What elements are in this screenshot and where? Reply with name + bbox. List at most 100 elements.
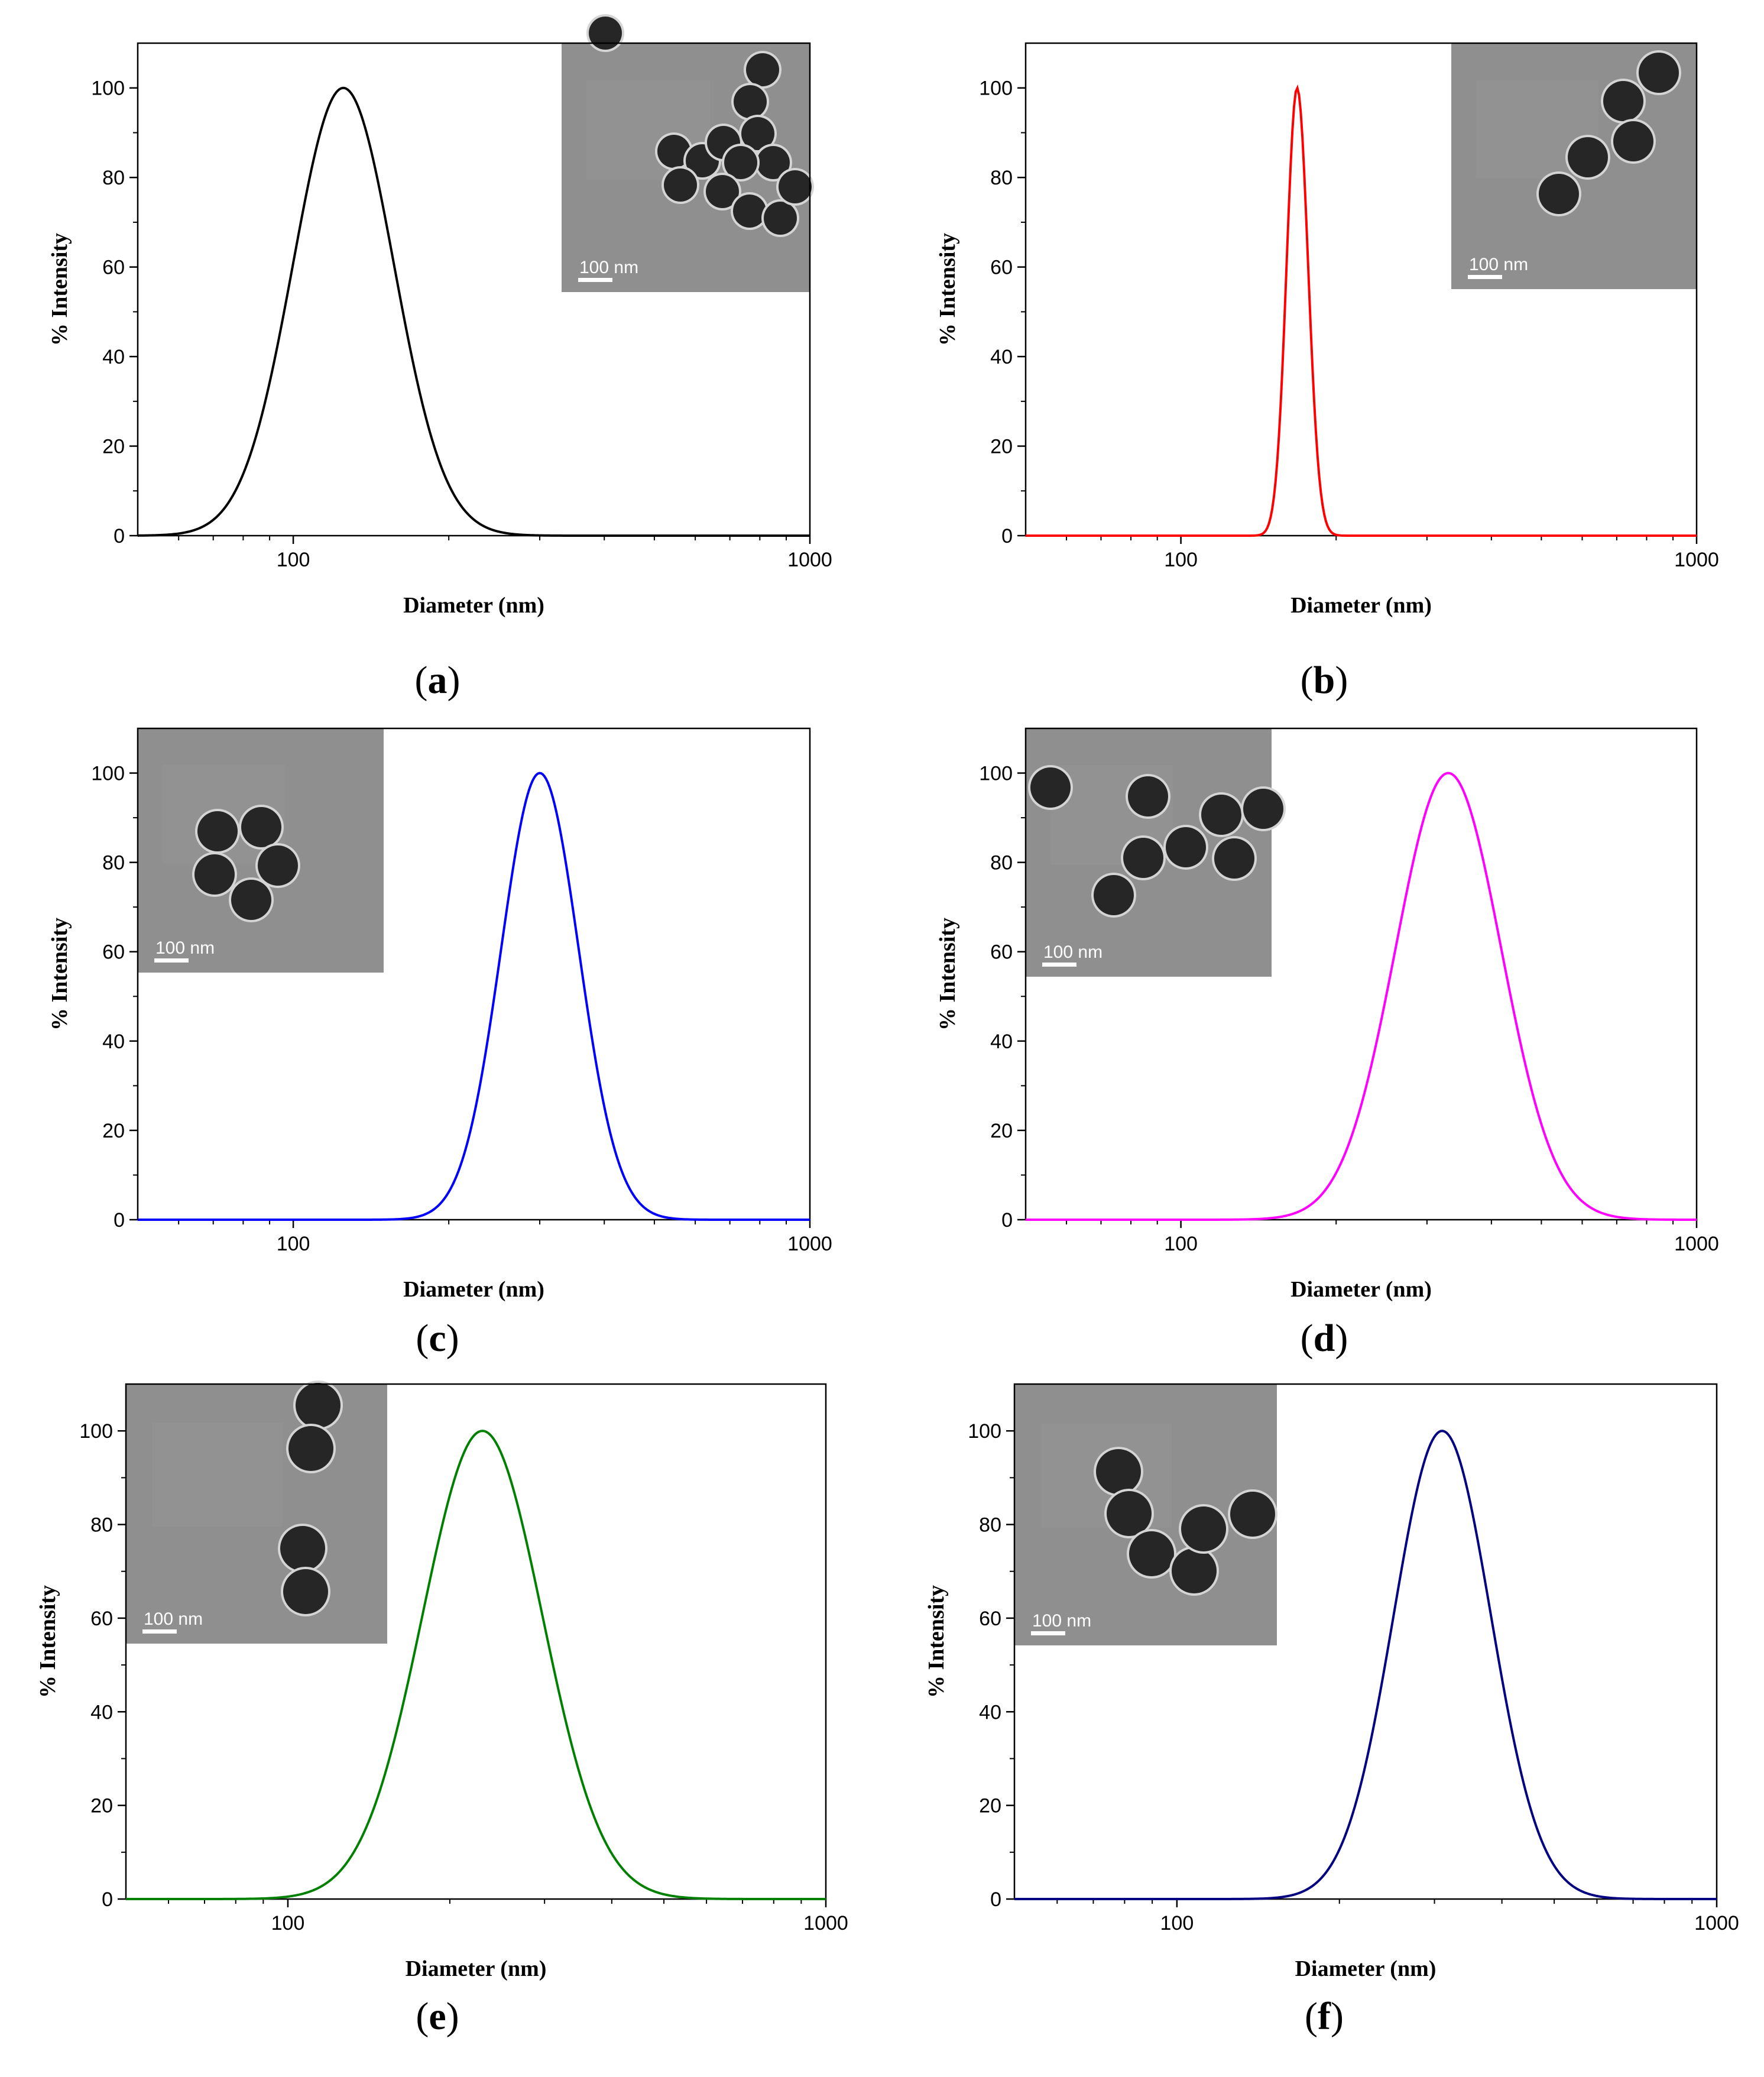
y-tick-label: 100 bbox=[979, 77, 1013, 100]
particle bbox=[664, 169, 697, 202]
y-tick-label: 0 bbox=[1001, 1209, 1013, 1232]
plot-frame bbox=[1013, 1383, 1718, 1900]
y-axis-title: % Intensity bbox=[935, 233, 960, 346]
particle bbox=[1181, 1506, 1226, 1551]
particle bbox=[1123, 838, 1163, 878]
particle bbox=[1603, 81, 1643, 121]
particle bbox=[1107, 1491, 1152, 1536]
y-tick-label: 40 bbox=[990, 346, 1013, 368]
x-tick-label: 100 bbox=[1160, 1912, 1194, 1935]
chart-panel-c: 100 nm 0 20 40 60 80 100 100 1000 Diameter (nm) % … bbox=[47, 727, 832, 1360]
particle bbox=[734, 85, 767, 118]
scale-bar-label: 100 nm bbox=[1043, 942, 1102, 962]
y-tick-label: 0 bbox=[1001, 525, 1013, 547]
y-tick-label: 80 bbox=[990, 852, 1013, 874]
series-line-a bbox=[137, 86, 810, 537]
particle bbox=[1230, 1492, 1275, 1537]
y-tick-label: 80 bbox=[990, 167, 1013, 189]
tem-inset-image: 100 nm bbox=[1451, 43, 1697, 289]
y-tick-label: 20 bbox=[990, 436, 1013, 458]
particle bbox=[280, 1526, 325, 1571]
particle bbox=[1539, 174, 1579, 214]
chart-panel-a: 100 nm 0 20 40 60 80 100 100 1000 Diameter (nm) % … bbox=[47, 14, 832, 702]
y-axis-title: % Intensity bbox=[935, 918, 960, 1031]
inset-texture bbox=[152, 1423, 283, 1527]
x-tick-label: 100 bbox=[1164, 549, 1198, 571]
y-tick-label: 40 bbox=[102, 346, 125, 368]
y-tick-label: 0 bbox=[990, 1888, 1001, 1911]
y-tick-label: 60 bbox=[979, 1608, 1001, 1630]
particle bbox=[1172, 1548, 1217, 1593]
particle bbox=[1214, 838, 1254, 879]
particle bbox=[706, 175, 739, 208]
series-line-d bbox=[1026, 772, 1697, 1221]
x-tick-label: 100 bbox=[277, 549, 310, 571]
particle bbox=[741, 117, 774, 150]
y-tick-label: 20 bbox=[102, 436, 125, 458]
y-tick-label: 20 bbox=[979, 1795, 1001, 1817]
x-tick-label: 1000 bbox=[1674, 1233, 1719, 1255]
x-axis-title: Diameter (nm) bbox=[406, 1956, 547, 1981]
scale-bar-label: 100 nm bbox=[1032, 1611, 1091, 1631]
y-tick-label: 60 bbox=[102, 941, 125, 964]
y-tick-label: 40 bbox=[90, 1701, 113, 1723]
particle bbox=[283, 1569, 328, 1614]
scale-bar bbox=[142, 1629, 177, 1634]
panel-label: (d) bbox=[1301, 1317, 1348, 1360]
y-axis-title: % Intensity bbox=[35, 1585, 60, 1698]
particle bbox=[724, 146, 757, 179]
particle bbox=[1096, 1449, 1141, 1494]
y-tick-label: 100 bbox=[979, 763, 1013, 785]
y-tick-label: 80 bbox=[90, 1514, 113, 1537]
scale-bar-label: 100 nm bbox=[155, 938, 215, 958]
x-axis-title: Diameter (nm) bbox=[403, 1277, 544, 1302]
plot-frame bbox=[1024, 727, 1698, 1221]
y-tick-label: 0 bbox=[114, 525, 125, 547]
particle bbox=[589, 17, 622, 50]
particle bbox=[258, 845, 298, 886]
y-tick-label: 100 bbox=[91, 77, 125, 100]
series-line-c bbox=[138, 772, 810, 1221]
x-axis-title: Diameter (nm) bbox=[1290, 593, 1432, 618]
particle bbox=[241, 807, 281, 847]
particle bbox=[1613, 121, 1653, 161]
scale-bar bbox=[1468, 275, 1502, 279]
y-axis-title: % Intensity bbox=[924, 1585, 949, 1698]
tem-inset-image: 100 nm bbox=[1014, 1384, 1277, 1645]
chart-panel-f: 100 nm 0 20 40 60 80 100 100 1000 Diameter (nm) % … bbox=[924, 1383, 1739, 2038]
particle bbox=[296, 1383, 341, 1428]
particle bbox=[1243, 789, 1283, 829]
scale-bar bbox=[578, 278, 612, 282]
chart-panel-d: 100 nm 0 20 40 60 80 100 100 1000 Diameter (nm) % … bbox=[935, 727, 1719, 1360]
particle bbox=[733, 195, 766, 228]
x-axis-title: Diameter (nm) bbox=[403, 593, 544, 618]
y-tick-label: 60 bbox=[990, 257, 1013, 279]
chart-panel-e: 100 nm 0 20 40 60 80 100 100 1000 Diameter (nm) % … bbox=[35, 1381, 848, 2038]
y-tick-label: 80 bbox=[102, 167, 125, 189]
particle bbox=[779, 170, 812, 203]
particle bbox=[1639, 53, 1679, 93]
panel-label: (b) bbox=[1301, 659, 1348, 702]
x-tick-label: 100 bbox=[271, 1912, 305, 1935]
panel-label: (e) bbox=[416, 1995, 459, 2038]
chart-panel-b: 100 nm 0 20 40 60 80 100 100 1000 Diameter (nm) % … bbox=[935, 42, 1719, 702]
plot-frame bbox=[137, 42, 811, 537]
x-tick-label: 100 bbox=[277, 1233, 310, 1255]
tem-inset-image: 100 nm bbox=[126, 1381, 387, 1644]
scale-bar-label: 100 nm bbox=[144, 1609, 203, 1629]
x-tick-label: 1000 bbox=[1674, 549, 1719, 571]
y-tick-label: 100 bbox=[968, 1420, 1001, 1443]
y-tick-label: 0 bbox=[102, 1888, 113, 1911]
y-tick-label: 20 bbox=[990, 1120, 1013, 1142]
particle bbox=[1201, 795, 1241, 835]
x-tick-label: 1000 bbox=[1694, 1912, 1739, 1935]
scale-bar bbox=[1031, 1631, 1065, 1635]
x-tick-label: 100 bbox=[1164, 1233, 1198, 1255]
y-tick-label: 20 bbox=[102, 1120, 125, 1142]
y-tick-label: 0 bbox=[114, 1209, 125, 1232]
particle bbox=[194, 854, 235, 895]
y-tick-label: 20 bbox=[90, 1795, 113, 1817]
particle bbox=[197, 811, 238, 851]
y-tick-label: 100 bbox=[79, 1420, 113, 1443]
tem-inset-image: 100 nm bbox=[138, 728, 384, 973]
